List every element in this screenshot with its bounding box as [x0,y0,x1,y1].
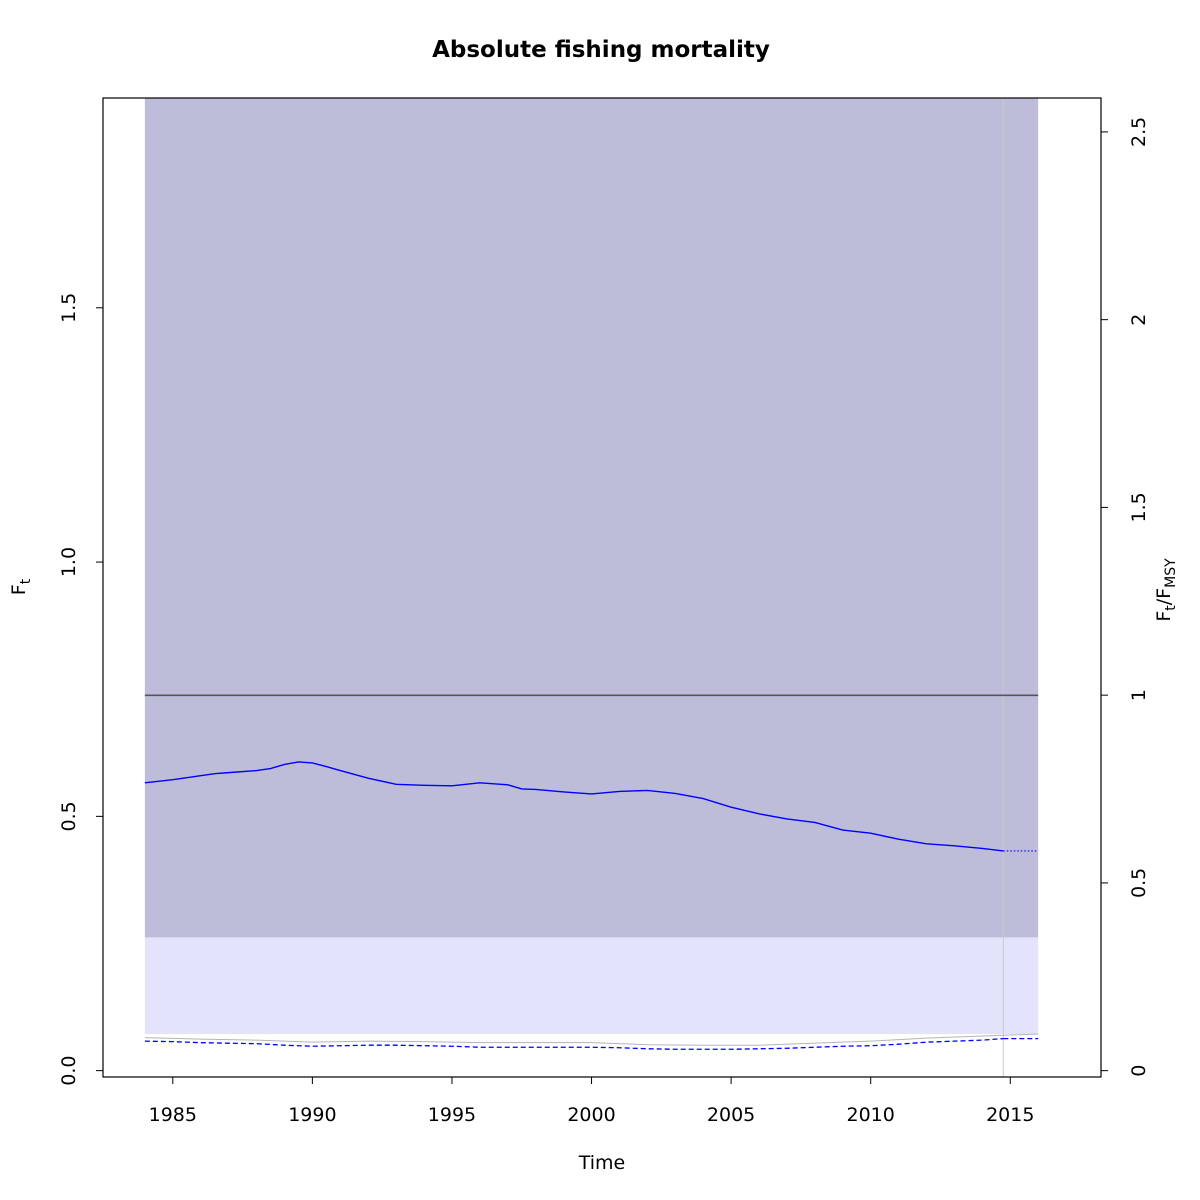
plot-area [144,98,1039,1077]
y2-axis-label-part-1: F [1153,611,1175,622]
series-lower-ci-edge [144,1033,1039,1046]
y2-tick-label: 0.5 [1128,868,1150,898]
y2-tick-label: 1.5 [1128,492,1150,522]
y-tick-label: 0.5 [58,801,80,831]
y2-axis-label-part-4: MSY [1163,558,1179,588]
series-estimate [144,761,1004,852]
y-axis-label-main: F [8,584,30,595]
y-axis-label: Ft [8,578,34,595]
y2-axis-label-part-2: t [1163,605,1179,611]
y2-axis-label: Ft/FMSY [1153,558,1179,622]
fmsy-band [144,98,1039,938]
x-tick-label: 1985 [149,1104,197,1126]
y-axis-right: 0 0.5 1 1.5 2 2.5 [1100,117,1150,1077]
x-tick-label: 1990 [288,1104,336,1126]
y2-tick-label: 0 [1128,1065,1150,1077]
x-axis-label: Time [578,1152,626,1174]
y2-tick-label: 1 [1128,689,1150,701]
y-tick-label: 1.5 [58,293,80,323]
x-tick-label: 1995 [428,1104,476,1126]
svg-text:Ft/FMSY: Ft/FMSY [1153,558,1179,622]
x-tick-label: 2000 [567,1104,615,1126]
y-tick-label: 0.0 [58,1056,80,1086]
x-tick-label: 2005 [707,1104,755,1126]
chart-title: Absolute fishing mortality [432,37,770,63]
svg-text:Ft: Ft [8,578,34,595]
series-lower-ci [144,1037,1004,1050]
x-tick-label: 2015 [986,1104,1034,1126]
y2-tick-label: 2.5 [1128,117,1150,147]
y2-axis-label-part-3: /F [1153,588,1175,605]
x-axis: 1985 1990 1995 2000 2005 2010 2015 [149,1076,1034,1126]
y-axis-left: 0.0 0.5 1.0 1.5 [58,293,104,1086]
y-axis-label-subscript: t [18,578,34,584]
y2-tick-label: 2 [1128,314,1150,326]
low-band [144,937,1039,1035]
x-tick-label: 2010 [847,1104,895,1126]
y-tick-label: 1.0 [58,547,80,577]
